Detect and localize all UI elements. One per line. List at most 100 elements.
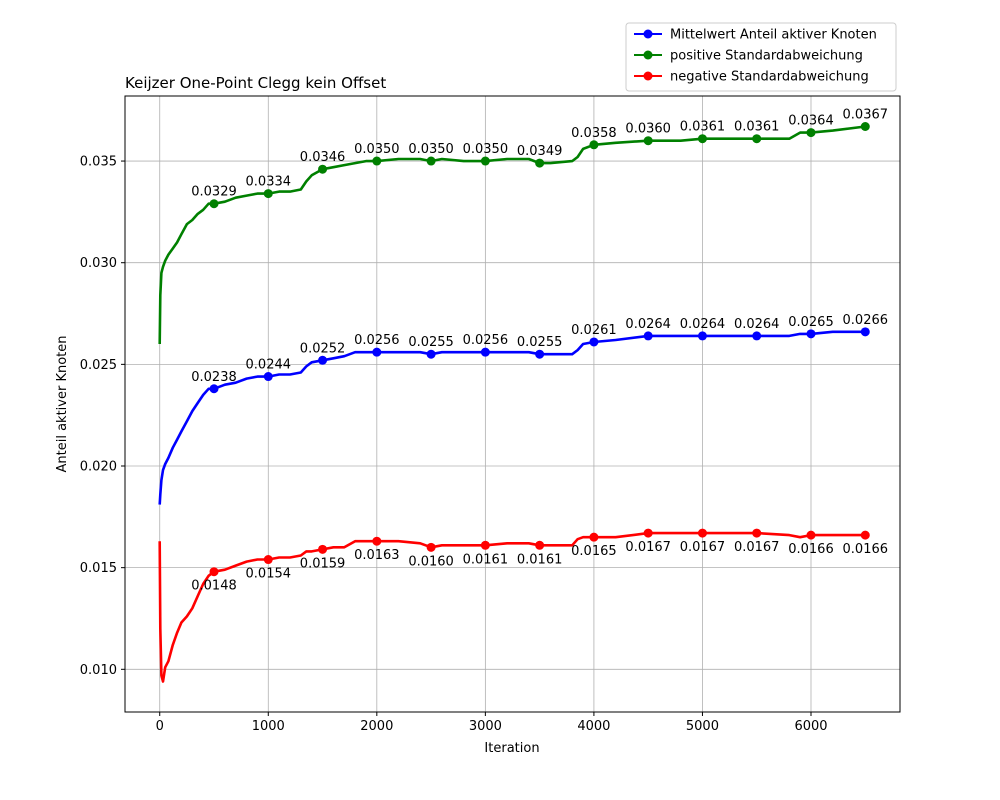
data-label: 0.0360 xyxy=(625,122,671,137)
data-label: 0.0367 xyxy=(843,107,889,122)
series-marker xyxy=(318,544,328,554)
legend-label: Mittelwert Anteil aktiver Knoten xyxy=(670,28,877,43)
x-tick-label: 3000 xyxy=(469,719,502,734)
series-marker xyxy=(589,532,599,542)
series-line xyxy=(158,531,866,683)
x-tick-label: 5000 xyxy=(686,719,719,734)
series-marker xyxy=(806,530,816,540)
data-label: 0.0261 xyxy=(571,323,617,338)
data-label: 0.0167 xyxy=(680,540,726,555)
series-marker xyxy=(426,542,436,552)
legend-swatch-marker xyxy=(643,29,653,39)
data-label: 0.0159 xyxy=(300,556,346,571)
series-marker xyxy=(535,158,545,168)
series-marker xyxy=(806,128,816,138)
data-label: 0.0350 xyxy=(463,142,509,157)
series-marker xyxy=(589,140,599,150)
data-label: 0.0349 xyxy=(517,144,563,159)
data-label: 0.0148 xyxy=(191,579,237,594)
series-marker xyxy=(263,555,273,565)
data-label: 0.0256 xyxy=(463,333,509,348)
series-marker xyxy=(535,540,545,550)
series-marker xyxy=(643,331,653,341)
data-label: 0.0167 xyxy=(734,540,780,555)
plot-frame xyxy=(124,95,901,713)
series-marker xyxy=(860,327,870,337)
series-marker xyxy=(697,134,707,144)
legend-swatch-marker xyxy=(643,71,653,81)
series-marker xyxy=(209,199,219,209)
x-tick-label: 2000 xyxy=(360,719,393,734)
series-marker xyxy=(480,540,490,550)
series-marker xyxy=(372,156,382,166)
data-label: 0.0361 xyxy=(680,120,726,135)
data-label: 0.0165 xyxy=(571,544,617,559)
data-label: 0.0166 xyxy=(788,542,834,557)
axis-ticks: 0 1000 2000 3000 4000 5000 6000 0.010 0.015 0.020… xyxy=(80,155,828,734)
series-marker xyxy=(480,347,490,357)
data-label: 0.0350 xyxy=(354,142,400,157)
series-marker xyxy=(860,530,870,540)
data-label: 0.0350 xyxy=(408,142,454,157)
y-tick-label: 0.020 xyxy=(80,460,117,475)
data-label: 0.0264 xyxy=(625,317,671,332)
data-label: 0.0255 xyxy=(517,335,563,350)
legend: Mittelwert Anteil aktiver Knoten positive… xyxy=(625,22,897,92)
y-tick-label: 0.025 xyxy=(80,358,117,373)
data-label: 0.0264 xyxy=(680,317,726,332)
legend-item: positive Standardabweichung xyxy=(634,49,863,64)
data-label: 0.0266 xyxy=(843,313,889,328)
data-label: 0.0361 xyxy=(734,120,780,135)
series-marker xyxy=(643,136,653,146)
data-label: 0.0244 xyxy=(246,358,292,373)
series-marker xyxy=(372,347,382,357)
legend-label: positive Standardabweichung xyxy=(670,49,863,64)
series-marker xyxy=(209,384,219,394)
series-marker xyxy=(535,349,545,359)
series-marker xyxy=(752,528,762,538)
data-label: 0.0346 xyxy=(300,150,346,165)
x-tick-label: 4000 xyxy=(577,719,610,734)
data-label: 0.0167 xyxy=(625,540,671,555)
data-label: 0.0334 xyxy=(246,175,292,190)
series-group xyxy=(158,121,870,683)
data-label: 0.0166 xyxy=(843,542,889,557)
series-2 xyxy=(158,121,870,345)
data-label: 0.0264 xyxy=(734,317,780,332)
data-label: 0.0255 xyxy=(408,335,454,350)
series-marker xyxy=(263,189,273,199)
data-label: 0.0160 xyxy=(408,554,454,569)
data-label: 0.0161 xyxy=(463,552,509,567)
series-marker xyxy=(263,372,273,382)
x-axis-label: Iteration xyxy=(484,741,539,756)
data-label: 0.0238 xyxy=(191,370,237,385)
data-label: 0.0329 xyxy=(191,185,237,200)
series-marker xyxy=(426,349,436,359)
chart-title: Keijzer One-Point Clegg kein Offset xyxy=(125,74,386,92)
series-1 xyxy=(158,327,870,505)
series-marker xyxy=(589,337,599,347)
point-labels: 0.0238 0.0244 0.0252 0.0256 0.0255 0.0256 0.02… xyxy=(191,107,888,593)
legend-box xyxy=(625,22,897,92)
data-label: 0.0256 xyxy=(354,333,400,348)
series-marker xyxy=(806,329,816,339)
legend-item: negative Standardabweichung xyxy=(634,70,869,85)
y-tick-label: 0.010 xyxy=(80,663,117,678)
series-marker xyxy=(318,355,328,365)
data-label: 0.0265 xyxy=(788,315,834,330)
series-marker xyxy=(372,536,382,546)
data-label: 0.0364 xyxy=(788,114,834,129)
data-label: 0.0154 xyxy=(246,567,292,582)
series-marker xyxy=(480,156,490,166)
y-tick-label: 0.035 xyxy=(80,155,117,170)
legend-label: negative Standardabweichung xyxy=(670,70,869,85)
legend-swatch-marker xyxy=(643,50,653,60)
data-label: 0.0358 xyxy=(571,126,617,141)
x-tick-label: 6000 xyxy=(794,719,827,734)
series-3 xyxy=(158,528,870,683)
y-axis-label: Anteil aktiver Knoten xyxy=(55,335,70,472)
series-marker xyxy=(643,528,653,538)
y-tick-label: 0.015 xyxy=(80,561,117,576)
data-label: 0.0161 xyxy=(517,552,563,567)
series-marker xyxy=(209,567,219,577)
